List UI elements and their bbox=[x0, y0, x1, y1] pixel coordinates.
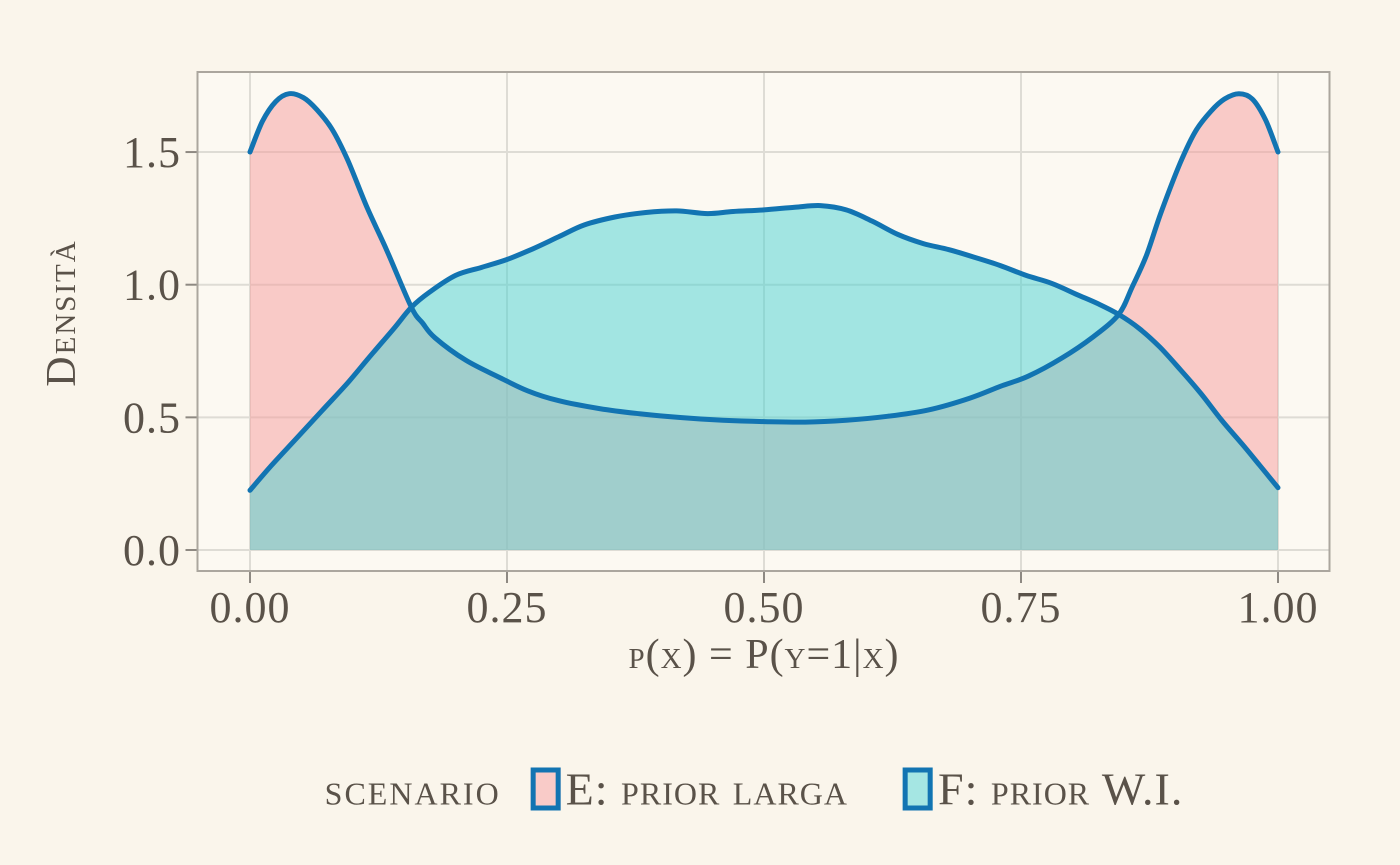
x-tick-label: 0.50 bbox=[724, 583, 805, 632]
y-tick-label: 0.5 bbox=[123, 393, 181, 442]
legend-item-f: F: prior W.I. bbox=[903, 763, 1183, 816]
x-tick-label: 0.00 bbox=[210, 583, 291, 632]
x-axis-title: p(x) = P(y=1|x) bbox=[628, 632, 900, 678]
legend-item-e: E: prior larga bbox=[530, 763, 849, 816]
x-tick-label: 0.75 bbox=[981, 583, 1062, 632]
legend-title: scenario bbox=[324, 763, 501, 815]
x-tick-label: 0.25 bbox=[467, 583, 548, 632]
legend-label-e: E: prior larga bbox=[565, 763, 849, 815]
density-area-f bbox=[250, 205, 1278, 550]
legend: scenario E: prior larga F: prior W.I. bbox=[325, 763, 1184, 816]
density-curve-e bbox=[247, 91, 1281, 425]
legend-label-f: F: prior W.I. bbox=[938, 763, 1184, 815]
legend-swatch-e bbox=[530, 767, 561, 811]
legend-swatch-f bbox=[903, 767, 934, 811]
y-axis-title: Densità bbox=[39, 239, 85, 387]
y-tick-label: 1.0 bbox=[123, 261, 181, 310]
x-tick-label: 1.00 bbox=[1238, 583, 1319, 632]
y-tick-label: 0.0 bbox=[123, 526, 181, 575]
y-tick-label: 1.5 bbox=[123, 128, 181, 177]
density-curve-f bbox=[247, 203, 1281, 493]
panel-border bbox=[196, 71, 1331, 572]
density-plot: 0.00 0.25 0.50 0.75 1.00 0.0 0.5 1.0 1.5 bbox=[123, 71, 1331, 632]
